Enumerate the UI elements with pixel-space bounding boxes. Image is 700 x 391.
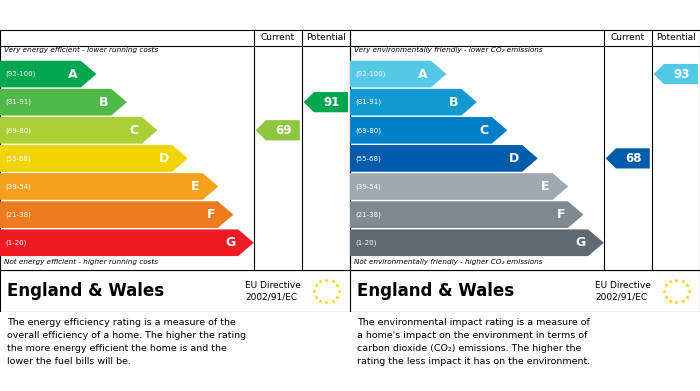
Text: D: D [159,152,169,165]
Text: Current: Current [610,33,645,42]
Polygon shape [304,92,348,112]
Text: C: C [480,124,489,137]
Text: E: E [191,180,200,193]
Text: A: A [419,68,428,81]
Text: The environmental impact rating is a measure of
a home's impact on the environme: The environmental impact rating is a mea… [357,318,590,366]
Text: G: G [225,236,235,249]
Polygon shape [0,145,188,172]
Text: EU Directive
2002/91/EC: EU Directive 2002/91/EC [245,281,301,301]
Text: F: F [556,208,565,221]
Polygon shape [350,173,568,200]
Text: (92-100): (92-100) [6,71,36,77]
Text: (21-38): (21-38) [6,212,31,218]
Text: 91: 91 [323,96,340,109]
Text: C: C [130,124,139,137]
Text: 68: 68 [625,152,641,165]
Polygon shape [350,117,508,143]
Text: 69: 69 [275,124,291,137]
Polygon shape [350,89,477,115]
Text: (39-54): (39-54) [355,183,381,190]
Text: (39-54): (39-54) [6,183,31,190]
Text: Potential: Potential [306,33,346,42]
Polygon shape [0,117,158,143]
Text: F: F [206,208,215,221]
Polygon shape [0,230,253,256]
Text: (55-68): (55-68) [6,155,31,161]
Text: Not environmentally friendly - higher CO₂ emissions: Not environmentally friendly - higher CO… [354,259,542,265]
Polygon shape [350,145,538,172]
Polygon shape [350,61,447,88]
Polygon shape [0,89,127,115]
Polygon shape [0,201,234,228]
Text: (1-20): (1-20) [355,240,377,246]
Text: Current: Current [260,33,295,42]
Polygon shape [350,230,603,256]
Text: Energy Efficiency Rating: Energy Efficiency Rating [7,9,190,22]
Polygon shape [256,120,300,140]
Text: (69-80): (69-80) [6,127,32,134]
Text: E: E [541,180,550,193]
Text: Very environmentally friendly - lower CO₂ emissions: Very environmentally friendly - lower CO… [354,47,542,53]
Text: Not energy efficient - higher running costs: Not energy efficient - higher running co… [4,259,158,265]
Text: (81-91): (81-91) [6,99,32,106]
Text: (92-100): (92-100) [355,71,386,77]
Text: The energy efficiency rating is a measure of the
overall efficiency of a home. T: The energy efficiency rating is a measur… [7,318,246,366]
Text: 93: 93 [673,68,690,81]
Text: Environmental Impact (CO₂) Rating: Environmental Impact (CO₂) Rating [357,9,619,22]
Text: B: B [99,96,108,109]
Text: Very energy efficient - lower running costs: Very energy efficient - lower running co… [4,47,158,53]
Polygon shape [654,64,698,84]
Text: EU Directive
2002/91/EC: EU Directive 2002/91/EC [595,281,651,301]
Text: (69-80): (69-80) [355,127,382,134]
Text: (21-38): (21-38) [355,212,381,218]
Polygon shape [606,148,650,169]
Polygon shape [0,173,218,200]
Text: G: G [575,236,585,249]
Text: (55-68): (55-68) [355,155,381,161]
Text: Potential: Potential [656,33,696,42]
Text: England & Wales: England & Wales [7,282,164,300]
Text: (81-91): (81-91) [355,99,382,106]
Text: B: B [449,96,458,109]
Polygon shape [350,201,584,228]
Text: D: D [509,152,519,165]
Text: England & Wales: England & Wales [357,282,514,300]
Text: (1-20): (1-20) [6,240,27,246]
Polygon shape [0,61,97,88]
Text: A: A [69,68,78,81]
